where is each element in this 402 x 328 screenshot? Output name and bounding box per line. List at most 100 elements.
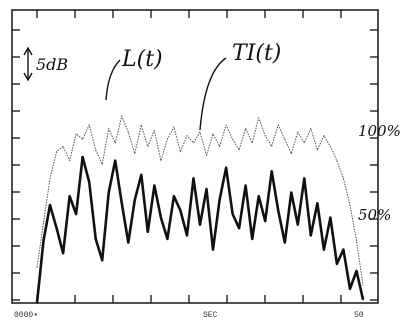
data-point: [147, 145, 149, 147]
data-point: [264, 220, 267, 223]
label-l-t: L(t): [121, 47, 163, 72]
data-point: [108, 128, 110, 130]
data-point: [173, 195, 175, 198]
data-point: [62, 252, 64, 255]
data-point: [68, 195, 71, 198]
scale-bar-arrow-down: [23, 72, 33, 82]
data-point: [284, 138, 286, 140]
x-axis-label: SEC: [203, 311, 218, 320]
data-point: [303, 177, 306, 180]
data-point: [127, 131, 129, 133]
data-point: [336, 160, 338, 162]
data-point: [277, 124, 279, 126]
data-point: [94, 238, 97, 240]
data-point: [336, 262, 338, 265]
data-point: [166, 138, 168, 140]
data-point: [179, 209, 182, 212]
data-point: [329, 216, 332, 219]
data-point: [270, 170, 273, 173]
data-point: [186, 135, 188, 137]
data-point: [264, 135, 266, 137]
series-l: [35, 155, 365, 304]
data-point: [199, 131, 201, 133]
label-ti-t: TI(t): [232, 41, 281, 66]
data-point: [173, 126, 175, 128]
series-layer: [35, 115, 365, 304]
data-point: [219, 145, 221, 147]
data-point: [121, 115, 123, 117]
data-point: [179, 151, 181, 153]
plot-frame: [11, 9, 379, 304]
data-point: [231, 213, 234, 215]
data-point: [355, 270, 358, 272]
data-point: [81, 156, 84, 158]
data-point: [134, 152, 136, 154]
tick-marks: [12, 10, 378, 303]
data-point: [140, 173, 143, 176]
data-point: [271, 145, 273, 147]
data-point: [212, 133, 214, 135]
data-point: [75, 213, 78, 215]
data-point: [303, 142, 305, 144]
data-point: [133, 198, 136, 201]
series-line: [35, 155, 365, 304]
data-point: [146, 230, 149, 233]
right-label: 100%: [358, 122, 401, 140]
right-label: 50%: [358, 206, 391, 224]
data-point: [349, 287, 351, 290]
data-point: [316, 202, 319, 205]
data-point: [205, 188, 208, 190]
data-point: [114, 159, 117, 162]
series-line: [36, 115, 364, 286]
annotations: L(t) TI(t) 5dB: [23, 41, 281, 131]
data-point: [127, 241, 130, 244]
data-point: [212, 248, 214, 251]
data-point: [75, 133, 77, 135]
data-point: [49, 177, 51, 179]
data-point: [290, 152, 292, 154]
data-point: [140, 124, 142, 126]
data-point: [251, 142, 253, 144]
series-ti: [36, 115, 364, 286]
pointer-ti-t: [199, 57, 227, 131]
data-point: [297, 131, 299, 133]
data-point: [218, 198, 221, 201]
x-tick-label: 0000▪: [14, 311, 38, 320]
data-point: [101, 163, 103, 165]
data-point: [159, 216, 162, 219]
data-point: [120, 202, 123, 205]
data-point: [355, 240, 357, 242]
data-point: [153, 184, 156, 187]
data-point: [257, 195, 260, 198]
data-point: [342, 177, 344, 179]
data-point: [36, 302, 38, 304]
data-point: [192, 177, 195, 180]
plot-border: [11, 9, 379, 304]
data-point: [88, 181, 91, 183]
data-point: [238, 149, 240, 151]
data-point: [316, 149, 318, 151]
data-point: [206, 154, 208, 156]
data-point: [310, 128, 312, 130]
data-point: [238, 227, 241, 230]
data-point: [49, 204, 51, 207]
data-point: [245, 128, 247, 130]
data-point: [43, 222, 45, 224]
data-point: [290, 191, 293, 194]
data-point: [62, 145, 64, 147]
data-point: [244, 184, 247, 187]
scale-bar-label: 5dB: [36, 55, 68, 74]
scale-bar-arrow-up: [23, 46, 33, 56]
data-point: [225, 124, 227, 126]
data-point: [107, 191, 110, 194]
data-point: [283, 241, 286, 244]
data-point: [251, 238, 254, 240]
data-point: [101, 259, 104, 262]
data-point: [362, 298, 364, 301]
data-point: [349, 204, 351, 206]
data-point: [114, 142, 116, 144]
data-point: [88, 124, 90, 126]
data-point: [192, 142, 194, 144]
